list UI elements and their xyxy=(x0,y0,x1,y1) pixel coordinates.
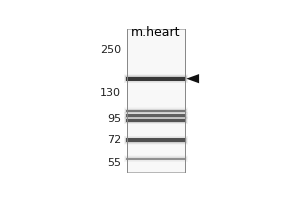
Bar xyxy=(124,155,188,162)
Bar xyxy=(124,112,188,119)
Polygon shape xyxy=(186,74,199,83)
Bar xyxy=(127,29,185,172)
Text: 95: 95 xyxy=(107,114,121,124)
Bar xyxy=(125,109,187,113)
Bar xyxy=(125,76,187,81)
Text: 55: 55 xyxy=(107,158,121,168)
Bar xyxy=(124,136,188,145)
Bar xyxy=(126,110,186,112)
Bar xyxy=(125,117,187,123)
Text: 72: 72 xyxy=(107,135,121,145)
Bar xyxy=(125,137,187,144)
Bar xyxy=(125,138,187,143)
Bar xyxy=(126,114,186,117)
Bar xyxy=(125,157,187,160)
Bar xyxy=(125,75,187,82)
Bar xyxy=(126,138,186,142)
Bar xyxy=(124,108,188,114)
Bar xyxy=(126,119,186,122)
Bar xyxy=(124,107,188,115)
Text: 130: 130 xyxy=(100,88,121,98)
Bar xyxy=(124,75,188,83)
Bar xyxy=(126,158,186,160)
Bar xyxy=(125,114,187,118)
Bar xyxy=(124,117,188,124)
Bar xyxy=(124,116,188,124)
Bar xyxy=(124,112,188,119)
Bar xyxy=(125,109,187,113)
Bar xyxy=(124,156,188,162)
Bar xyxy=(125,118,187,123)
Bar xyxy=(124,136,188,144)
Text: 250: 250 xyxy=(100,45,121,55)
Bar xyxy=(126,77,186,81)
Text: m.heart: m.heart xyxy=(131,26,181,39)
Bar xyxy=(124,74,188,83)
Bar xyxy=(125,156,187,161)
Bar xyxy=(125,113,187,118)
